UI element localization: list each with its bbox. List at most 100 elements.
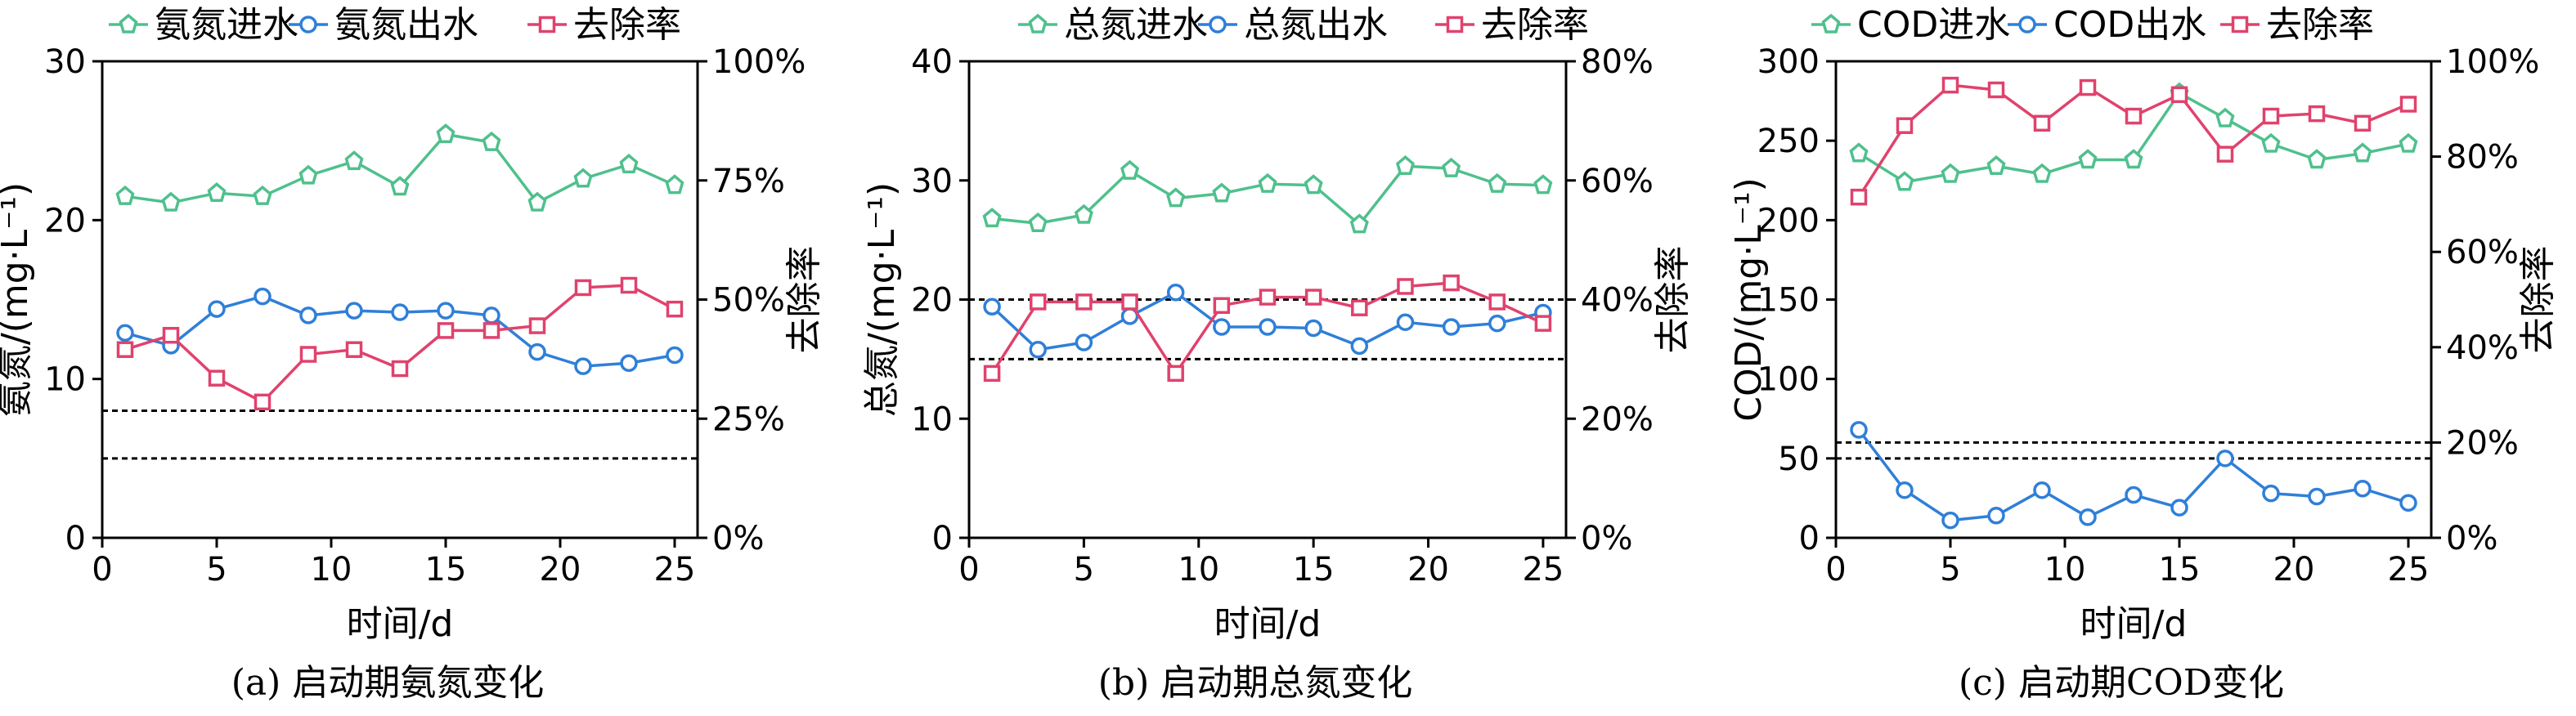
data-point <box>1213 318 1231 336</box>
y-tick-label: 50 <box>1778 441 1820 478</box>
x-tick-label: 25 <box>2388 551 2430 588</box>
panel-caption: (b) 启动期总氮变化 <box>1098 662 1412 704</box>
data-point <box>983 365 1001 383</box>
data-point <box>1074 204 1093 224</box>
legend-label: COD出水 <box>2053 4 2206 46</box>
data-point <box>1896 481 1914 499</box>
y-tick-label: 150 <box>1757 282 1820 320</box>
data-point <box>207 182 227 203</box>
data-point <box>2308 487 2326 506</box>
legend-marker <box>2231 16 2249 34</box>
data-point <box>2125 107 2143 125</box>
data-point <box>666 300 684 318</box>
data-point <box>2033 114 2051 132</box>
data-point <box>1304 174 1323 195</box>
y-tick-label: 200 <box>1757 202 1820 239</box>
data-point <box>437 302 455 320</box>
data-point <box>2308 105 2326 123</box>
data-point <box>1488 293 1506 311</box>
data-point <box>1304 289 1322 306</box>
y2-tick-label: 40% <box>1581 282 1654 320</box>
data-point <box>482 322 500 339</box>
data-point <box>1987 81 2005 99</box>
y-tick-label: 0 <box>1799 520 1820 557</box>
y2-tick-label: 100% <box>2446 43 2539 81</box>
legend-label: COD进水 <box>1857 4 2010 46</box>
y2-tick-label: 60% <box>1581 163 1654 200</box>
legend-label: 去除率 <box>573 4 681 46</box>
data-point <box>2033 481 2051 499</box>
data-point <box>298 164 318 185</box>
y2-tick-label: 60% <box>2446 234 2519 271</box>
data-point <box>2399 96 2417 113</box>
data-point <box>2125 486 2143 504</box>
data-point <box>1350 337 1369 356</box>
data-point <box>1941 511 1959 530</box>
x-tick-label: 15 <box>425 551 467 588</box>
data-point <box>2354 114 2372 132</box>
data-point <box>482 307 500 324</box>
legend-marker <box>1821 13 1841 34</box>
data-point <box>345 302 363 320</box>
legend-marker <box>1209 16 1227 34</box>
y2-tick-label: 80% <box>2446 139 2519 177</box>
data-point <box>1533 174 1553 195</box>
data-point <box>528 317 546 334</box>
data-point <box>1075 333 1093 351</box>
y-axis-title: COD/(mg·L⁻¹) <box>1728 177 1770 422</box>
y2-tick-label: 0% <box>712 520 764 557</box>
y-tick-label: 30 <box>911 163 953 200</box>
data-point <box>2261 132 2281 153</box>
data-point <box>254 287 272 306</box>
x-tick-label: 0 <box>958 551 979 588</box>
x-tick-label: 15 <box>1293 551 1335 588</box>
data-point <box>1941 163 1960 183</box>
data-point <box>2216 450 2234 468</box>
data-point <box>436 123 456 144</box>
legend-marker <box>1446 16 1464 34</box>
data-point <box>208 369 226 387</box>
data-point <box>391 360 409 378</box>
y-axis-title: 氨氮/(mg·L⁻¹) <box>0 182 36 417</box>
data-point <box>574 279 592 297</box>
data-point <box>344 150 364 171</box>
data-point <box>299 307 317 324</box>
series-line <box>124 284 675 404</box>
y2-tick-label: 50% <box>712 282 785 320</box>
y-tick-label: 300 <box>1757 43 1820 81</box>
y-tick-label: 10 <box>911 401 953 438</box>
plot-frame <box>101 60 699 539</box>
y-tick-label: 40 <box>911 43 953 81</box>
y2-axis-title: 去除率 <box>2517 246 2559 354</box>
y-tick-label: 10 <box>44 361 86 399</box>
data-point <box>1259 318 1277 336</box>
data-point <box>1212 182 1232 203</box>
y2-tick-label: 75% <box>712 163 785 200</box>
data-point <box>1395 154 1415 176</box>
y2-tick-label: 0% <box>1581 520 1632 557</box>
x-tick-label: 0 <box>1825 551 1846 588</box>
data-point <box>574 357 592 375</box>
series-1 <box>115 123 684 212</box>
x-tick-label: 5 <box>206 551 227 588</box>
data-point <box>1443 274 1460 292</box>
data-point <box>1121 293 1138 311</box>
series-2 <box>1850 421 2417 530</box>
series-2 <box>983 284 1552 359</box>
data-point <box>2215 107 2235 128</box>
x-tick-label: 5 <box>1940 551 1960 588</box>
x-tick-label: 20 <box>1407 551 1449 588</box>
y2-tick-label: 100% <box>712 43 806 81</box>
data-point <box>390 176 410 196</box>
data-point <box>2354 480 2372 498</box>
legend-marker <box>299 16 317 34</box>
data-point <box>115 185 135 205</box>
y2-axis-title: 去除率 <box>783 246 825 354</box>
y2-tick-label: 80% <box>1581 43 1654 81</box>
x-axis-title: 时间/d <box>2080 603 2188 645</box>
data-point <box>345 341 363 358</box>
data-point <box>1259 289 1277 306</box>
data-point <box>2216 145 2234 163</box>
y2-tick-label: 25% <box>712 401 785 438</box>
